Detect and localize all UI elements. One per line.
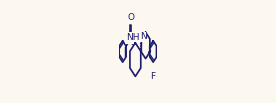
- Text: N: N: [140, 32, 147, 41]
- Text: F: F: [151, 72, 156, 81]
- Polygon shape: [132, 42, 135, 44]
- Text: NH: NH: [126, 33, 139, 42]
- Text: O: O: [128, 13, 135, 22]
- Text: O: O: [126, 34, 133, 43]
